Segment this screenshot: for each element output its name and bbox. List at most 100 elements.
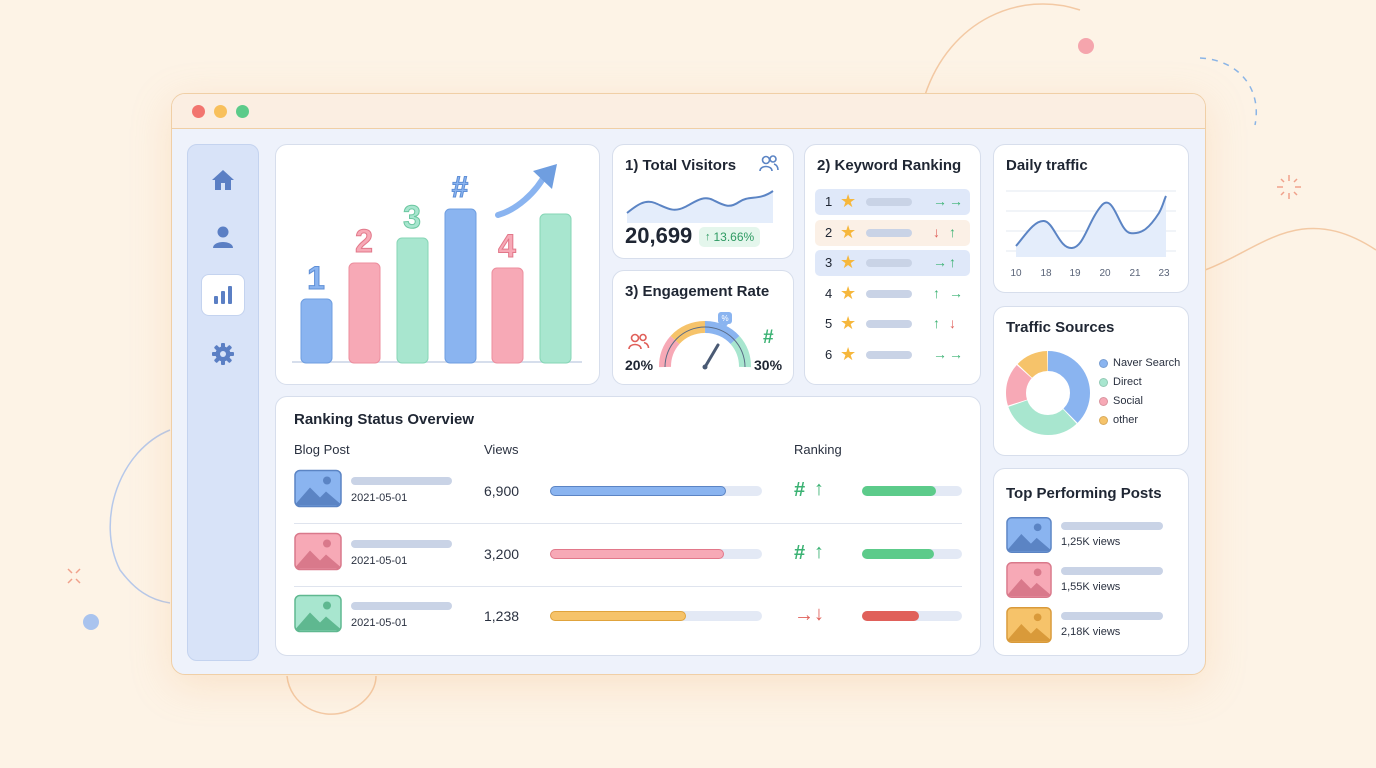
post-date: 2021-05-01: [351, 554, 408, 567]
hero-ranking-card: 1 2 3 # 4: [275, 144, 600, 385]
arrow-right-icon: →: [933, 193, 947, 209]
engagement-right-value: 30%: [754, 357, 783, 373]
legend-swatch: [1099, 396, 1108, 406]
star-icon: ★: [840, 252, 857, 272]
donut-slice-naver-search: [1006, 351, 1090, 435]
legend-label: other: [1113, 414, 1139, 426]
arrow-right-icon: →: [933, 254, 947, 270]
nav-home[interactable]: [201, 159, 245, 201]
ranking-progress-track: [862, 486, 962, 496]
nav-analytics[interactable]: [201, 274, 245, 316]
keyword-rank: 5: [825, 316, 833, 331]
ranking-progress-track: [862, 611, 962, 621]
donut-slice-social: [1006, 351, 1090, 435]
post-views: 1,238: [484, 608, 520, 624]
hero-label-2: 2: [355, 223, 373, 259]
ranking-overview-card: Ranking Status Overview Blog Post Views …: [275, 396, 981, 656]
traffic-sources-donut: [1006, 351, 1090, 435]
table-row[interactable]: 2021-05-01 6,900 # ↑: [294, 469, 962, 524]
column-header-ranking: Ranking: [794, 442, 842, 457]
star-icon: ★: [840, 282, 857, 303]
legend-item: Direct: [1099, 376, 1142, 388]
legend-swatch: [1099, 377, 1108, 387]
arrow-up-icon: ↑: [933, 284, 940, 301]
views-progress-fill: [550, 486, 726, 496]
hero-bar-3: [396, 237, 429, 364]
post-thumbnail-image-icon: [294, 469, 342, 508]
visitors-change-badge: ↑ 13.66%: [699, 227, 761, 247]
top-post-item[interactable]: 2,18K views: [1006, 605, 1178, 645]
minimize-window-button[interactable]: [214, 105, 227, 118]
traffic-sources-title: Traffic Sources: [1006, 319, 1115, 336]
arrow-up-icon: ↑: [949, 223, 956, 240]
table-row[interactable]: 2021-05-01 3,200 # ↑: [294, 532, 962, 587]
daily-traffic-title: Daily traffic: [1006, 157, 1088, 174]
svg-text:%: %: [721, 314, 728, 323]
row-divider: [294, 523, 962, 524]
keyword-rank: 1: [825, 194, 833, 209]
views-progress-track: [550, 486, 762, 496]
top-post-item[interactable]: 1,25K views: [1006, 515, 1178, 555]
engagement-left-value: 20%: [625, 357, 654, 373]
table-row[interactable]: 2021-05-01 1,238 → ↓: [294, 594, 962, 644]
ranking-progress-track: [862, 548, 962, 559]
keyword-row[interactable]: 5 ★ ↑ ↓: [815, 311, 970, 337]
maximize-window-button[interactable]: [236, 105, 249, 118]
post-views: 6,900: [484, 483, 520, 499]
hero-bar-5: [539, 213, 572, 364]
keyword-rank: 3: [825, 255, 833, 270]
keyword-placeholder-bar: [866, 259, 912, 267]
legend-item: Social: [1099, 395, 1143, 407]
hashtag-icon: #: [763, 327, 774, 348]
gauge-needle: [703, 343, 720, 369]
views-progress-fill: [550, 611, 686, 621]
star-icon: ★: [840, 313, 857, 333]
post-title-placeholder-bar: [1061, 612, 1163, 620]
post-title-placeholder-bar: [1061, 567, 1163, 575]
post-views: 3,200: [484, 545, 520, 562]
arrow-right-icon: →: [933, 345, 947, 362]
nav-settings[interactable]: [201, 333, 245, 375]
keyword-placeholder-bar: [866, 350, 912, 359]
sidebar: [187, 144, 259, 661]
hero-label-1: 1: [307, 260, 325, 296]
arrow-down-icon: ↓: [933, 223, 940, 240]
row-divider: [294, 585, 962, 587]
total-visitors-card: 1) Total Visitors 20,699 ↑ 13.66%: [612, 144, 794, 259]
nav-profile[interactable]: [201, 216, 245, 258]
post-thumbnail-image-icon: [294, 532, 342, 570]
ranking-overview-title: Ranking Status Overview: [294, 411, 475, 428]
traffic-sources-card: Traffic Sources Naver Search Direct Soci…: [993, 306, 1189, 456]
keyword-row[interactable]: 4 ★ ↑ →: [815, 281, 970, 307]
daily-traffic-x-label: 10: [1010, 268, 1022, 279]
views-progress-track: [550, 548, 762, 559]
post-views-count: 2,18K views: [1061, 626, 1121, 638]
keyword-row[interactable]: 2 ★ ↓ ↑: [815, 219, 970, 246]
arrow-down-icon: ↓: [949, 315, 956, 331]
trend-arrow-head: [533, 164, 557, 189]
top-post-item[interactable]: 1,55K views: [1006, 560, 1178, 600]
keyword-ranking-card: 2) Keyword Ranking 1 ★ → → 2 ★ ↓ ↑ 3 ★ →…: [804, 144, 981, 385]
hero-ranking-illustration: 1 2 3 # 4: [292, 164, 582, 364]
close-window-button[interactable]: [192, 105, 205, 118]
star-icon: ★: [840, 191, 857, 211]
visitors-sparkline: [626, 190, 774, 223]
keyword-placeholder-bar: [866, 198, 912, 206]
arrow-up-icon: ↑: [933, 315, 940, 331]
legend-item: other: [1099, 414, 1138, 426]
daily-traffic-x-label: 21: [1129, 268, 1141, 279]
hero-bar-hash: [444, 208, 477, 364]
keyword-row[interactable]: 6 ★ → →: [815, 342, 970, 368]
keyword-rank: 4: [825, 285, 833, 301]
keyword-rank: 6: [825, 346, 833, 362]
post-views-count: 1,55K views: [1061, 581, 1121, 593]
daily-traffic-chart: [1006, 190, 1176, 257]
total-visitors-title: 1) Total Visitors: [625, 157, 737, 174]
keyword-row[interactable]: 1 ★ → →: [815, 189, 970, 215]
post-title-placeholder-bar: [351, 477, 452, 485]
legend-item: Naver Search: [1099, 357, 1180, 369]
donut-slice-direct: [1006, 351, 1090, 435]
star-icon: ★: [840, 221, 857, 242]
gear-icon: [212, 343, 234, 365]
keyword-row[interactable]: 3 ★ → ↑: [815, 250, 970, 276]
